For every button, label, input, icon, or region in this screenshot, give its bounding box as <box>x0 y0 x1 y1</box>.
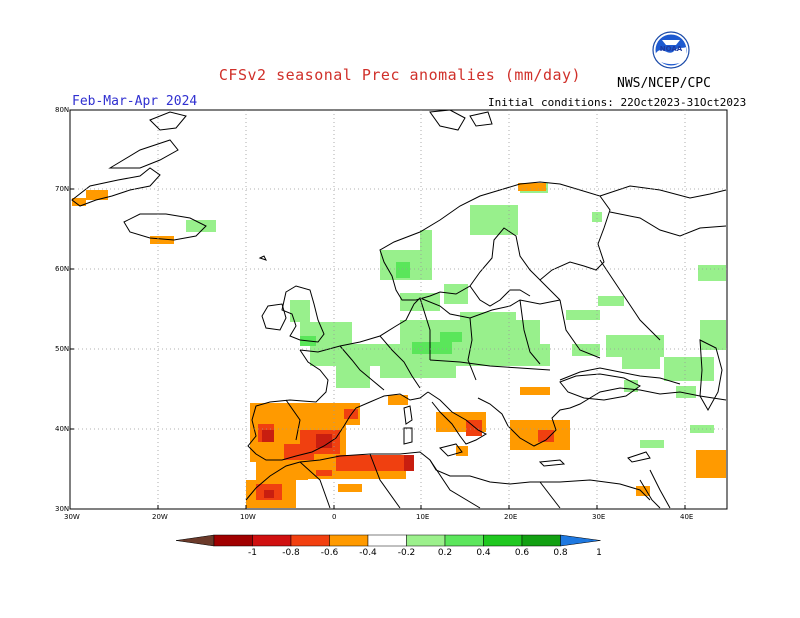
lat-label-30n: 30N <box>55 505 70 513</box>
lat-label-40n: 40N <box>55 425 70 433</box>
logo-text: NOAA <box>660 45 683 53</box>
lon-label-20w: 20W <box>152 513 168 521</box>
colorbar-label: 0.4 <box>476 548 491 558</box>
colorbar-label: -1 <box>248 548 257 558</box>
initial-conditions: Initial conditions: 22Oct2023-31Oct2023 <box>488 96 747 109</box>
coastlines <box>71 110 727 509</box>
forecast-period: Feb-Mar-Apr 2024 <box>72 94 198 109</box>
colorbar-label: 0.8 <box>553 548 568 558</box>
lat-label-70n: 70N <box>55 185 70 193</box>
noaa-logo: NOAA <box>652 31 690 69</box>
anomaly-dark-red <box>262 430 414 498</box>
colorbar-label: 0.2 <box>437 548 453 558</box>
lat-label-50n: 50N <box>55 345 70 353</box>
lat-label-80n: 80N <box>55 106 70 114</box>
colorbar-label: 0.6 <box>514 548 530 558</box>
lon-label-10w: 10W <box>240 513 256 521</box>
anomaly-light-green <box>186 183 726 448</box>
lon-label-10e: 10E <box>416 513 430 521</box>
map-title: CFSv2 seasonal Prec anomalies (mm/day) <box>218 66 582 84</box>
lon-label-20e: 20E <box>504 513 518 521</box>
map-frame <box>69 109 728 510</box>
organization-label: NWS/NCEP/CPC <box>617 76 711 91</box>
lat-label-60n: 60N <box>55 265 70 273</box>
lon-label-30w: 30W <box>64 513 80 521</box>
colorbar-label: -0.6 <box>320 548 339 558</box>
lon-label-30e: 30E <box>592 513 606 521</box>
colorbar-label: -0.2 <box>397 548 416 558</box>
colorbar-label: -0.8 <box>282 548 300 558</box>
lon-label-40e: 40E <box>680 513 694 521</box>
graticule <box>70 110 727 509</box>
colorbar-label: -0.4 <box>359 548 377 558</box>
lon-label-0: 0 <box>332 513 337 521</box>
colorbar-label: 1 <box>596 548 602 558</box>
axis-ticks <box>69 109 686 510</box>
